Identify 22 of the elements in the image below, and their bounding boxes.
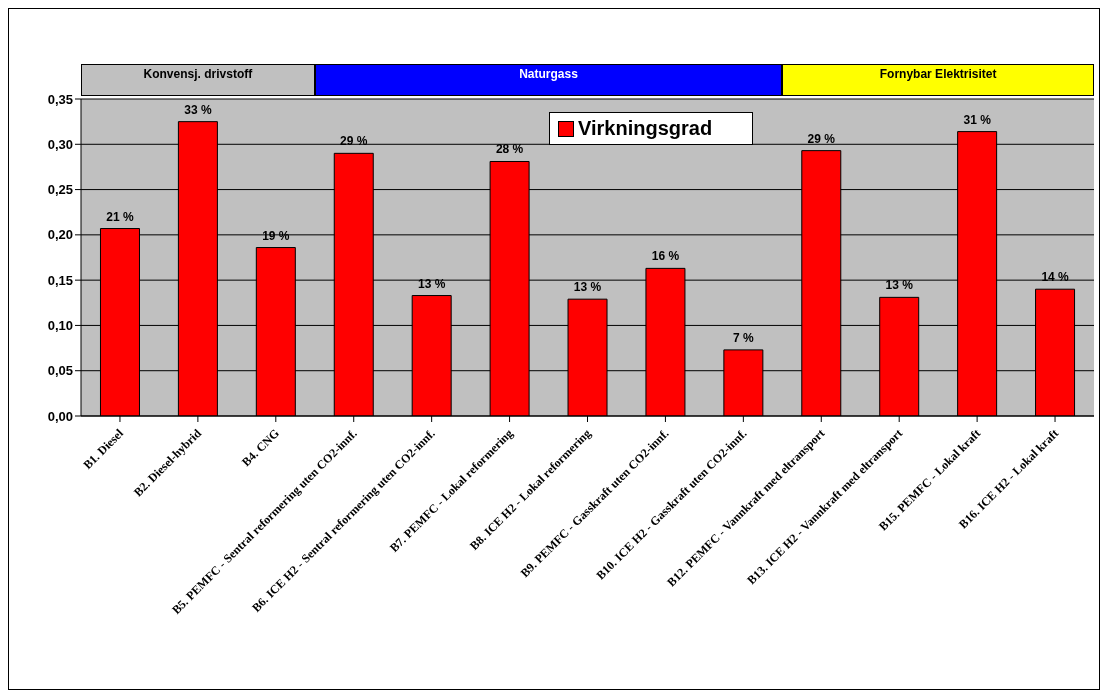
data-label: 13 % xyxy=(885,278,914,293)
y-tick-label: 0,00 xyxy=(47,408,73,424)
text: Naturgass xyxy=(314,64,783,96)
y-tick-label: 0,30 xyxy=(47,136,73,152)
data-label: 21 % xyxy=(106,209,134,224)
data-label: 33 % xyxy=(184,102,212,117)
data-label: 16 % xyxy=(651,249,680,264)
text: Fornybar Elektrisitet xyxy=(782,64,1094,96)
text: Konvensj. drivstoff xyxy=(81,64,315,96)
data-label: 7 % xyxy=(733,330,755,345)
y-tick-label: 0,25 xyxy=(47,182,73,198)
y-tick-label: 0,20 xyxy=(47,227,73,243)
y-tick-label: 0,10 xyxy=(47,318,73,334)
data-label: 28 % xyxy=(495,142,524,157)
y-tick-label: 0,05 xyxy=(47,363,73,379)
data-label: 31 % xyxy=(963,112,992,127)
data-label: 29 % xyxy=(807,131,836,146)
legend-label: Virkningsgrad xyxy=(578,117,713,140)
y-tick-label: 0,15 xyxy=(47,272,73,288)
y-tick-label: 0,35 xyxy=(47,91,73,107)
data-label: 13 % xyxy=(573,280,602,295)
data-label: 13 % xyxy=(417,276,446,291)
